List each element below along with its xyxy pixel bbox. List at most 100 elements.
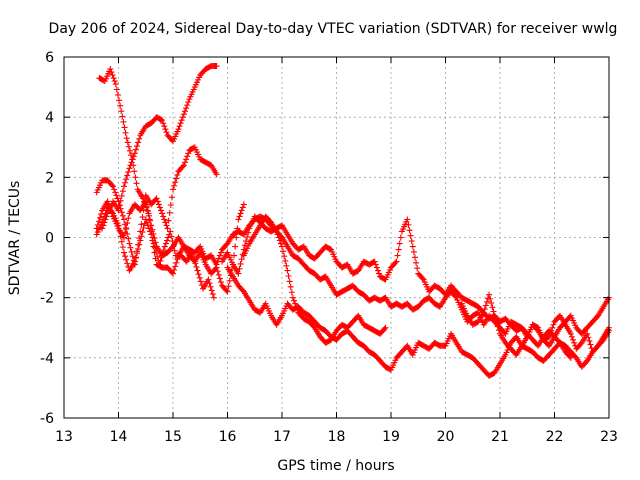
data-point (293, 303, 300, 310)
series-pass-g (224, 264, 612, 379)
data-point (546, 333, 553, 340)
data-point (235, 216, 242, 223)
data-point (132, 146, 139, 153)
data-point (280, 248, 287, 255)
series-pass-b (99, 63, 220, 232)
data-point (174, 256, 181, 263)
data-point (125, 168, 132, 175)
data-point (167, 202, 174, 209)
data-point (490, 308, 497, 315)
data-point (407, 232, 414, 239)
data-point (594, 313, 601, 320)
data-point (393, 258, 400, 265)
data-point (126, 165, 133, 172)
x-tick-label: 16 (219, 429, 237, 445)
data-point (411, 254, 418, 261)
data-point (326, 245, 333, 252)
data-point (209, 291, 216, 298)
data-point (95, 218, 102, 225)
data-point (276, 237, 283, 244)
data-point (120, 249, 127, 256)
y-tick-label: -2 (40, 291, 54, 307)
data-point (409, 243, 416, 250)
data-point (534, 326, 541, 333)
data-point (223, 241, 230, 248)
data-point (100, 216, 107, 223)
data-point (419, 275, 426, 282)
data-point (111, 78, 118, 85)
data-point (570, 336, 577, 343)
data-point (193, 263, 200, 270)
data-point (235, 270, 242, 277)
data-point (215, 255, 222, 262)
data-point (163, 129, 170, 136)
data-point (394, 252, 401, 259)
x-tick-label: 17 (273, 429, 291, 445)
data-point (488, 300, 495, 307)
data-point (372, 261, 379, 268)
data-point (119, 212, 126, 219)
data-point (180, 111, 187, 118)
data-point (146, 212, 153, 219)
data-point (176, 123, 183, 130)
data-point (108, 210, 115, 217)
data-point (223, 287, 230, 294)
series-pass-c (93, 144, 220, 268)
data-point (159, 117, 166, 124)
data-point (124, 220, 131, 227)
data-point (94, 221, 101, 228)
data-point (381, 325, 388, 332)
data-point (102, 210, 109, 217)
data-point (290, 297, 297, 304)
data-point (137, 237, 144, 244)
data-point (408, 238, 415, 245)
x-tick-label: 13 (55, 429, 73, 445)
data-point (172, 179, 179, 186)
chart-title: Day 206 of 2024, Sidereal Day-to-day VTE… (49, 21, 618, 37)
data-point (133, 180, 140, 187)
data-point (486, 291, 493, 298)
data-point (173, 259, 180, 266)
data-point (114, 91, 121, 98)
data-point (122, 253, 129, 260)
data-point (165, 217, 172, 224)
data-point (213, 261, 220, 268)
data-point (170, 270, 176, 277)
data-point (396, 240, 403, 247)
x-tick-label: 22 (546, 429, 564, 445)
data-point (109, 72, 116, 79)
data-point (110, 183, 117, 190)
data-point (586, 337, 593, 344)
data-point (124, 139, 131, 146)
data-point (217, 279, 224, 286)
data-point (243, 238, 250, 245)
data-point (174, 171, 181, 178)
data-point (171, 182, 178, 189)
data-point (549, 324, 556, 331)
x-tick-label: 20 (437, 429, 455, 445)
data-point (113, 86, 120, 93)
data-point (277, 240, 284, 247)
data-point (239, 287, 246, 294)
data-point (584, 330, 591, 337)
data-point (175, 126, 182, 133)
data-point (275, 234, 282, 241)
data-point (167, 228, 174, 235)
data-point (116, 97, 123, 104)
data-point (125, 235, 132, 242)
data-point (142, 216, 149, 223)
data-point (135, 245, 142, 252)
data-point (143, 203, 150, 210)
data-point (96, 214, 103, 221)
data-point (224, 288, 231, 295)
data-point (136, 135, 143, 142)
data-point (195, 271, 202, 278)
data-point (572, 353, 579, 360)
data-point (583, 359, 590, 366)
data-point (148, 222, 155, 229)
data-point (160, 213, 167, 220)
data-point (110, 75, 117, 82)
data-point (231, 252, 238, 259)
data-point (177, 120, 184, 127)
data-point (162, 240, 169, 247)
